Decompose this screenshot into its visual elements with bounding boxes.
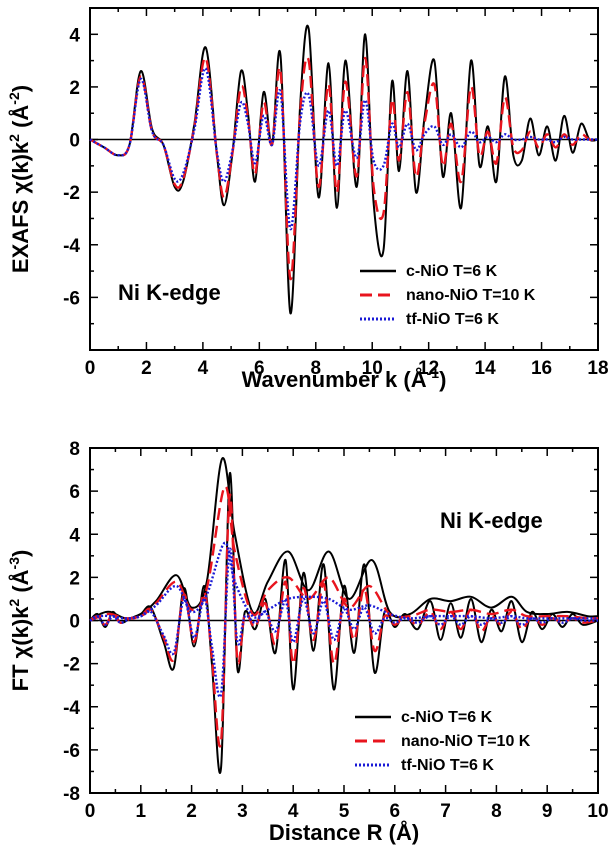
y-axis-label: EXAFS χ(k)k2 (Å-2) [6, 85, 33, 273]
legend-label: c-NiO T=6 K [401, 709, 493, 726]
x-tick-label: 1 [136, 801, 147, 822]
series-line-c-nio-t-6-k [89, 24, 599, 315]
y-tick-label: -8 [63, 784, 80, 805]
y-tick-label: 2 [69, 568, 80, 589]
x-tick-label: 6 [254, 358, 265, 379]
series-envelope-nano-nio-t-10-k [89, 485, 599, 622]
legend-label: nano-NiO T=10 K [406, 287, 536, 304]
x-tick-label: 0 [85, 801, 96, 822]
panel-annotation: Ni K-edge [118, 280, 221, 305]
y-tick-label: -4 [63, 698, 80, 719]
legend-label: c-NiO T=6 K [406, 263, 498, 280]
series-lines [89, 457, 599, 774]
x-axis-label: Wavenumber k (Å-1) [242, 365, 447, 392]
x-tick-label: 16 [531, 358, 552, 379]
series-envelope-c-nio-t-6-k [89, 457, 599, 622]
y-tick-label: 0 [69, 131, 80, 152]
y-tick-label: -6 [63, 288, 80, 309]
legend-label: nano-NiO T=10 K [401, 733, 531, 750]
x-tick-label: 10 [362, 358, 383, 379]
x-tick-label: 18 [587, 358, 608, 379]
series-line-tf-nio-t-6-k [89, 548, 599, 699]
x-tick-labels: 0 1 2 3 4 5 6 7 8 9 10 [85, 801, 609, 822]
y-axis-label: FT χ(k)k2 (Å-3) [6, 550, 33, 692]
legend-label: tf-NiO T=6 K [406, 311, 499, 328]
y-tick-label: -4 [63, 236, 80, 257]
x-tick-label: 2 [186, 801, 197, 822]
y-tick-labels: -6 -4 -2 0 2 4 [63, 25, 80, 309]
legend-label: tf-NiO T=6 K [401, 757, 494, 774]
x-tick-label: 4 [288, 801, 299, 822]
x-tick-label: 0 [85, 358, 96, 379]
y-tick-label: 4 [69, 525, 80, 546]
series-envelope-tf-nio-t-6-k [89, 541, 598, 622]
y-tick-label: 4 [69, 25, 80, 46]
x-axis-label: Distance R (Å) [269, 819, 419, 845]
y-tick-label: 8 [69, 439, 80, 460]
series-line-nano-nio-t-10-k [89, 493, 599, 748]
panel-annotation: Ni K-edge [440, 508, 543, 533]
x-tick-label: 14 [475, 358, 497, 379]
y-tick-label: -6 [63, 741, 80, 762]
x-tick-label: 10 [587, 801, 608, 822]
x-tick-labels: 0 2 4 6 8 10 12 14 16 18 [85, 358, 609, 379]
y-tick-label: 6 [69, 482, 80, 503]
legend: c-NiO T=6 K nano-NiO T=10 K tf-NiO T=6 K [355, 709, 531, 774]
series-line-nano-nio-t-10-k [89, 56, 599, 281]
axis-ticks [89, 7, 599, 351]
x-tick-label: 5 [339, 801, 350, 822]
exafs-k-space-panel: 0 2 4 6 8 10 12 14 16 18 -6 -4 -2 0 2 4 Ni K-edge c-Ni… [6, 7, 609, 392]
y-tick-label: 0 [69, 612, 80, 633]
y-tick-label: -2 [63, 655, 80, 676]
legend: c-NiO T=6 K nano-NiO T=10 K tf-NiO T=6 K [360, 263, 536, 328]
x-tick-label: 8 [491, 801, 502, 822]
x-tick-label: 9 [542, 801, 553, 822]
x-tick-label: 7 [440, 801, 451, 822]
y-tick-labels: -8 -6 -4 -2 0 2 4 6 8 [63, 439, 80, 805]
x-tick-label: 12 [418, 358, 439, 379]
x-tick-label: 4 [198, 358, 209, 379]
x-tick-label: 6 [390, 801, 401, 822]
x-tick-label: 3 [237, 801, 248, 822]
series-lines [89, 24, 599, 315]
ft-r-space-panel: 0 1 2 3 4 5 6 7 8 9 10 -8 -6 -4 -2 0 2 4 6 8 Ni K-edge c-N… [6, 439, 609, 845]
x-tick-label: 8 [310, 358, 321, 379]
y-tick-label: -2 [63, 183, 80, 204]
x-tick-label: 2 [141, 358, 152, 379]
y-tick-label: 2 [69, 78, 80, 99]
